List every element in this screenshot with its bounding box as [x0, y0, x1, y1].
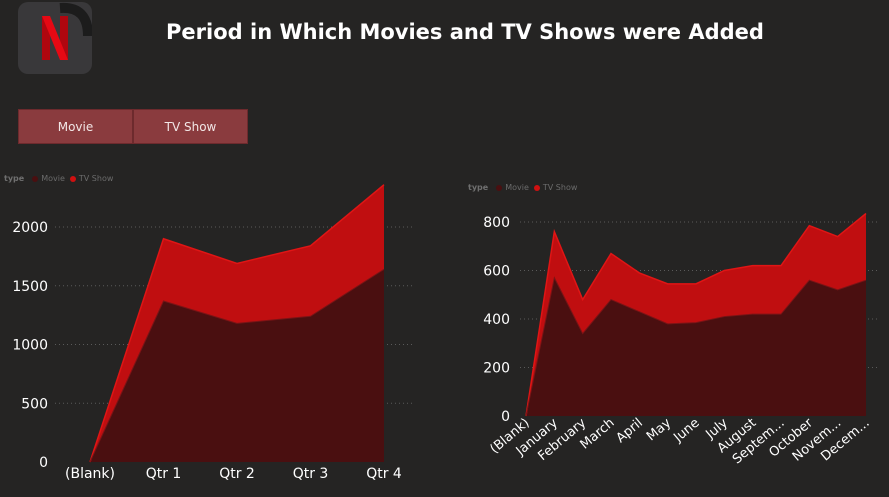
chart2-series-movie-area: [526, 277, 866, 416]
legend-movie-label: Movie: [41, 174, 65, 183]
slicer-option-tv-show[interactable]: TV Show: [133, 109, 248, 144]
legend-tvshow-swatch: [69, 175, 76, 182]
netflix-logo-icon: [42, 2, 92, 60]
legend-label: type: [4, 174, 25, 183]
chart1-x-tick-label: Qtr 3: [293, 466, 329, 482]
chart1-x-tick-label: Qtr 1: [146, 466, 182, 482]
chart1-y-tick-label: 1500: [12, 279, 48, 295]
chart2-y-tick-label: 600: [483, 263, 510, 279]
chart1-y-tick-label: 500: [21, 396, 48, 412]
chart1-x-tick-label: Qtr 4: [366, 466, 402, 482]
chart2-y-tick-label: 800: [483, 215, 510, 231]
chart1-x-tick-label: (Blank): [65, 466, 115, 482]
legend-movie-swatch: [496, 184, 503, 191]
slicer-option-movie[interactable]: Movie: [18, 109, 133, 144]
chart2-y-tick-label: 400: [483, 312, 510, 328]
chart2-x-tick-label: April: [613, 416, 645, 447]
legend-movie-swatch: [32, 175, 39, 182]
chart2-y-tick-label: 200: [483, 360, 510, 376]
legend-tvshow-swatch: [533, 184, 540, 191]
legend-movie-label: Movie: [505, 183, 529, 192]
netflix-logo: [18, 2, 92, 74]
chart1-x-tick-label: Qtr 2: [219, 466, 255, 482]
legend-tvshow-label: TV Show: [78, 174, 114, 183]
chart2-y-tick-label: 0: [501, 409, 510, 425]
chart2-x-tick-label: June: [670, 416, 702, 446]
type-slicer[interactable]: Movie TV Show: [18, 109, 248, 146]
legend-tvshow-label: TV Show: [542, 183, 578, 192]
chart1-y-tick-label: 1000: [12, 338, 48, 354]
left-chart-legend: type Movie TV Show: [4, 174, 113, 183]
chart2-x-tick-label: May: [644, 415, 674, 444]
right-chart-legend: type Movie TV Show: [468, 183, 577, 192]
chart1-y-tick-label: 0: [39, 455, 48, 471]
chart2-series-tv-show-area: [526, 213, 866, 416]
legend-label: type: [468, 183, 489, 192]
page-title: Period in Which Movies and TV Shows were…: [166, 20, 764, 44]
chart1-y-tick-label: 2000: [12, 220, 48, 236]
chart1-series-movie-area: [90, 269, 384, 462]
